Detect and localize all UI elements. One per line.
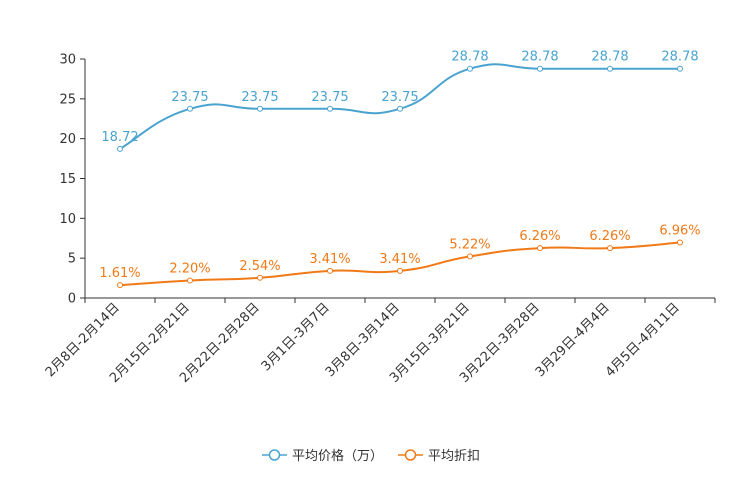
x-tick-label: 3月29日-4月4日 xyxy=(533,300,613,380)
data-label: 28.78 xyxy=(451,50,488,65)
data-point[interactable] xyxy=(677,65,683,72)
data-point[interactable] xyxy=(537,245,543,252)
x-tick-label: 2月8日-2月14日 xyxy=(43,300,123,380)
data-label: 3.41% xyxy=(309,252,350,267)
y-tick-label: 0 xyxy=(68,292,76,307)
chart-series: 18.72 23.75 23.75 23.75 23.75 28.78 28.78 28.78… xyxy=(99,50,701,289)
data-point[interactable] xyxy=(467,253,473,260)
data-point[interactable] xyxy=(397,267,403,274)
data-point[interactable] xyxy=(467,65,473,72)
legend-marker-icon xyxy=(404,449,417,461)
chart-legend[interactable]: 平均价格（万） 平均折扣 xyxy=(262,448,480,464)
data-label: 6.26% xyxy=(589,229,630,244)
data-label: 18.72 xyxy=(101,130,138,145)
y-tick-label: 5 xyxy=(68,252,76,267)
chart-axes: 0510152025302月8日-2月14日2月15日-2月21日2月22日-2… xyxy=(43,53,716,386)
y-tick-label: 30 xyxy=(59,53,76,68)
legend-label: 平均折扣 xyxy=(428,449,480,464)
data-point[interactable] xyxy=(257,105,263,112)
x-tick-label: 3月8日-3月14日 xyxy=(323,300,403,380)
data-point[interactable] xyxy=(327,267,333,274)
x-tick-label: 4月5日-4月11日 xyxy=(603,300,683,380)
data-label: 28.78 xyxy=(661,50,698,65)
data-label: 1.61% xyxy=(99,266,140,281)
data-label: 6.96% xyxy=(659,224,700,239)
data-point[interactable] xyxy=(187,105,193,112)
data-point[interactable] xyxy=(117,145,123,152)
x-tick-label: 3月1日-3月7日 xyxy=(259,300,333,374)
data-point[interactable] xyxy=(327,105,333,112)
data-point[interactable] xyxy=(257,274,263,281)
data-label: 2.54% xyxy=(239,259,280,274)
data-label: 3.41% xyxy=(379,252,420,267)
series-1: 18.72 23.75 23.75 23.75 23.75 28.78 28.78 28.78… xyxy=(101,50,699,152)
y-tick-label: 15 xyxy=(59,172,76,187)
data-point[interactable] xyxy=(607,245,613,252)
legend-item-2[interactable]: 平均折扣 xyxy=(398,449,480,464)
data-point[interactable] xyxy=(607,65,613,72)
data-label: 5.22% xyxy=(449,237,490,252)
data-point[interactable] xyxy=(677,239,683,246)
data-point[interactable] xyxy=(397,105,403,112)
data-point[interactable] xyxy=(187,277,193,284)
data-label: 23.75 xyxy=(241,90,278,105)
data-label: 23.75 xyxy=(381,90,418,105)
legend-marker-icon xyxy=(268,449,281,461)
data-label: 28.78 xyxy=(591,50,628,65)
data-label: 23.75 xyxy=(311,90,348,105)
data-label: 23.75 xyxy=(171,90,208,105)
y-tick-label: 10 xyxy=(59,212,76,227)
data-label: 28.78 xyxy=(521,50,558,65)
data-label: 6.26% xyxy=(519,229,560,244)
legend-item-1[interactable]: 平均价格（万） xyxy=(262,448,383,464)
series-2: 1.61% 2.20% 2.54% 3.41% 3.41% 5.22% 6.26% 6.26%… xyxy=(99,224,701,289)
data-label: 2.20% xyxy=(169,261,210,276)
y-tick-label: 20 xyxy=(59,132,76,147)
legend-label: 平均价格（万） xyxy=(292,448,383,464)
data-point[interactable] xyxy=(117,282,123,289)
data-point[interactable] xyxy=(537,65,543,72)
y-tick-label: 25 xyxy=(59,92,76,107)
